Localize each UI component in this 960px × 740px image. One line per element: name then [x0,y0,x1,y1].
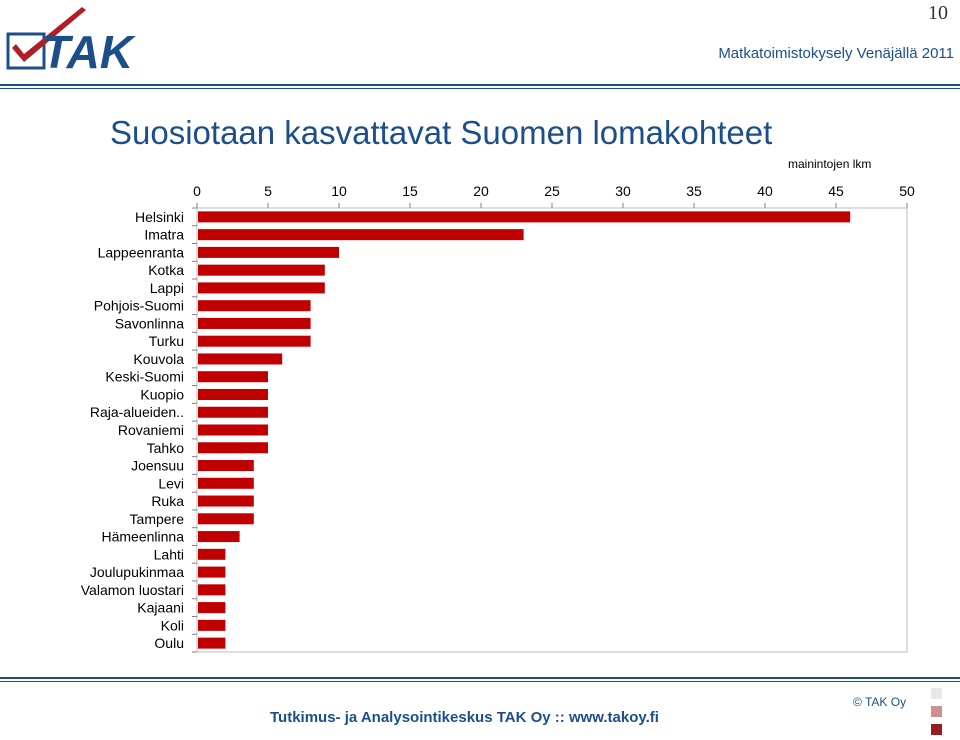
category-label: Helsinki [135,209,184,225]
bar [198,477,254,489]
category-label: Imatra [144,227,184,243]
x-tick-label: 30 [615,183,631,199]
bar [198,282,325,294]
bar [198,388,268,400]
x-tick-label: 40 [757,183,773,199]
bar [198,584,226,596]
bar-chart: 0 5 10 15 20 25 30 35 40 45 50 Helsinki ImatraLappee… [81,183,915,653]
bar [198,211,851,223]
copyright: © TAK Oy [853,695,907,709]
header-divider-thin [0,88,960,89]
x-tick-label: 20 [473,183,489,199]
category-label: Kajaani [137,600,184,616]
unit-label: mainintojen lkm [788,157,872,171]
category-label: Valamon luostari [81,582,184,598]
decor-square-dark [931,724,942,735]
bar [198,264,325,276]
decor-square-light [931,688,942,699]
x-tick-label: 45 [828,183,844,199]
category-label: Raja-alueiden.. [90,404,184,420]
x-tick-label: 35 [686,183,702,199]
bar [198,548,226,560]
survey-title: Matkatoimistokysely Venäjällä 2011 [718,45,954,62]
category-label: Keski-Suomi [105,369,184,385]
bar [198,637,226,649]
logo-text: TAK [42,26,136,74]
x-tick-label: 0 [193,183,201,199]
bar [198,406,268,418]
category-label: Kuopio [140,386,184,402]
category-label: Joulupukinmaa [90,564,184,580]
x-tick-label: 10 [331,183,347,199]
category-label: Kotka [148,262,184,278]
category-label: Kouvola [133,351,184,367]
category-label: Levi [158,475,184,491]
category-label: Koli [161,617,184,633]
bar [198,246,339,258]
tak-logo: TAK [6,7,136,74]
category-label: Joensuu [131,458,184,474]
x-tick-label: 25 [544,183,560,199]
category-label: Pohjois-Suomi [94,298,184,314]
bar [198,460,254,472]
category-label: Lappi [150,280,184,296]
page-number: 10 [928,2,948,24]
category-label: Savonlinna [115,315,184,331]
category-label: Hämeenlinna [102,529,185,545]
bar [198,602,226,614]
bar [198,619,226,631]
category-label: Lahti [154,546,184,562]
header-divider [0,84,960,86]
category-label: Ruka [151,493,184,509]
logo-check-icon [12,7,86,62]
bar [198,300,311,312]
category-label: Oulu [154,635,184,651]
category-label: Turku [149,333,184,349]
bar [198,353,283,365]
logo-box-icon [6,32,46,70]
category-label: Lappeenranta [98,244,185,260]
x-tick-label: 50 [899,183,915,199]
slide-title: Suosiotaan kasvattavat Suomen lomakohtee… [110,114,773,151]
decor-square-pink [931,706,942,717]
bar [198,229,524,241]
bar [198,317,311,329]
category-label: Tahko [147,440,185,456]
bar [198,531,240,543]
bar [198,371,268,383]
category-label: Tampere [130,511,185,527]
bar [198,335,311,347]
footer-divider-thin [0,681,960,682]
x-tick-label: 5 [264,183,272,199]
bar [198,495,254,507]
bar [198,442,268,454]
bar [198,566,226,578]
x-tick-label: 15 [402,183,418,199]
footer-text: Tutkimus- ja Analysointikeskus TAK Oy ::… [270,709,659,726]
bar [198,424,268,436]
bar [198,513,254,525]
category-label: Rovaniemi [118,422,184,438]
footer-divider [0,677,960,679]
